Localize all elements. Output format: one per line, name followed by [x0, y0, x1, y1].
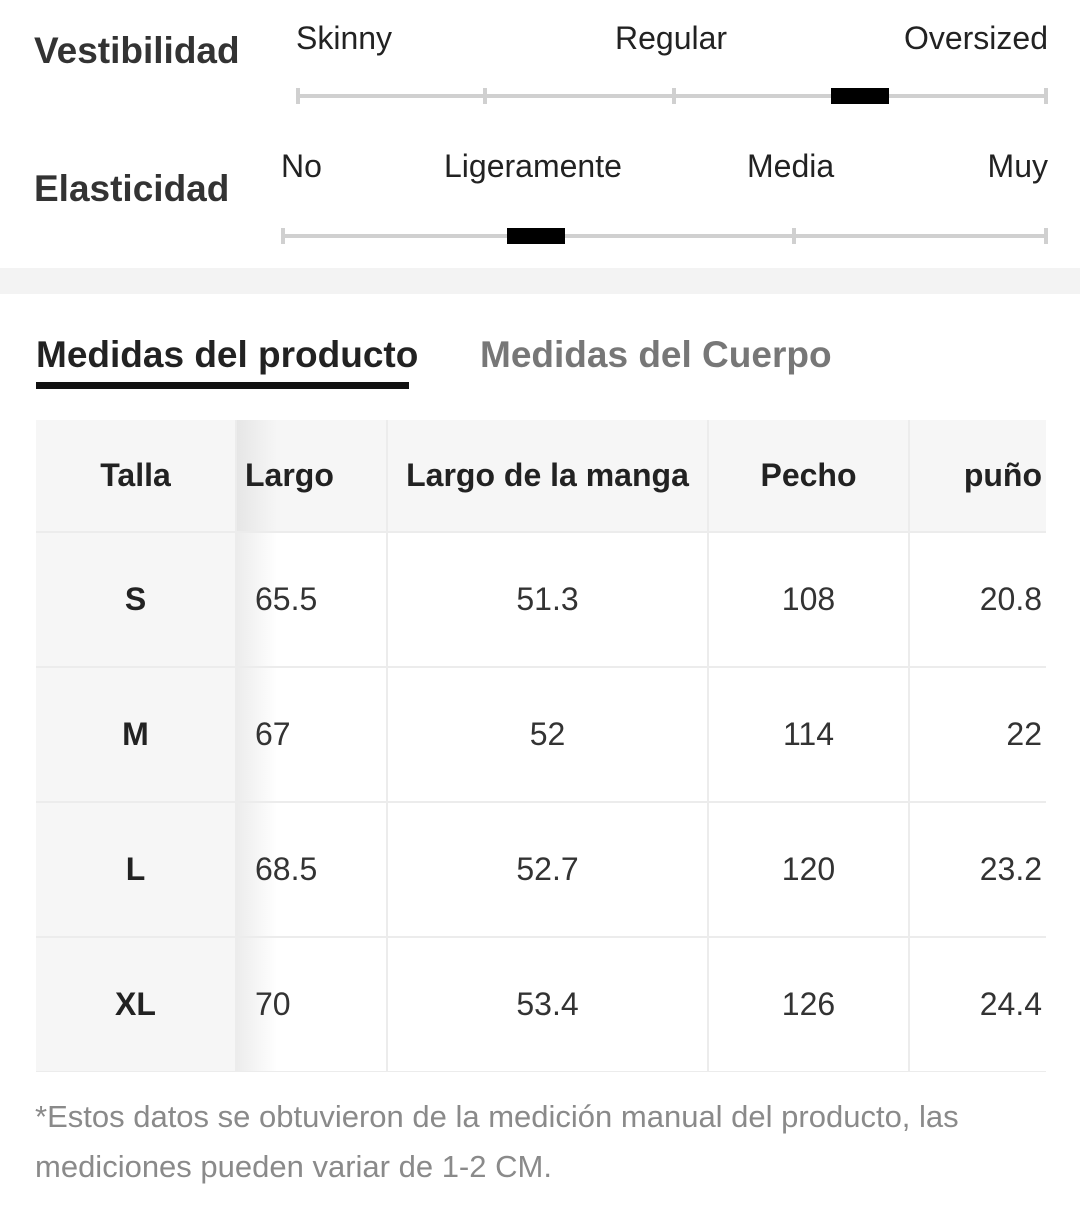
cell-size: L — [36, 802, 237, 938]
elasticity-indicator — [507, 228, 565, 244]
cell-largo: 67 — [236, 667, 388, 803]
header-largo-manga: Largo de la manga — [387, 420, 709, 533]
elasticity-track — [281, 228, 1048, 244]
header-pecho: Pecho — [708, 420, 910, 533]
tab-body-measurements[interactable]: Medidas del Cuerpo — [480, 334, 832, 375]
fit-scale-section: Vestibilidad Skinny Regular Oversized — [0, 0, 1080, 128]
cell-puno: 23.2 — [909, 802, 1046, 938]
cell-largo: 68.5 — [236, 802, 388, 938]
tab-product-measurements[interactable]: Medidas del producto — [36, 334, 419, 375]
fit-label-oversized: Oversized — [903, 20, 1048, 56]
cell-largo-manga: 53.4 — [387, 937, 709, 1072]
fit-title: Vestibilidad — [34, 30, 240, 71]
fit-label-skinny: Skinny — [296, 20, 393, 56]
table-header-row: Talla Largo Largo de la manga Pecho puño — [36, 420, 1046, 533]
fit-tick — [672, 88, 676, 104]
table-row: S 65.5 51.3 108 20.8 — [36, 531, 1046, 668]
cell-largo: 65.5 — [236, 531, 388, 668]
fit-tick — [1044, 88, 1048, 104]
size-table: Talla Largo Largo de la manga Pecho puño… — [36, 420, 1046, 1072]
elasticity-label-media: Media — [747, 148, 835, 184]
cell-size: M — [36, 667, 237, 803]
header-talla: Talla — [36, 420, 237, 533]
cell-puno: 22 — [909, 667, 1046, 803]
elasticity-labels: No Ligeramente Media Muy — [281, 148, 1048, 188]
cell-largo: 70 — [236, 937, 388, 1072]
elasticity-title: Elasticidad — [34, 168, 230, 209]
active-tab-underline — [36, 382, 409, 389]
measurement-disclaimer: *Estos datos se obtuvieron de la medició… — [35, 1099, 959, 1184]
cell-pecho: 126 — [708, 937, 910, 1072]
cell-puno: 20.8 — [909, 531, 1046, 668]
cell-size: XL — [36, 937, 237, 1072]
header-puno: puño — [909, 420, 1046, 533]
measurement-tabs: Medidas del producto Medidas del Cuerpo — [0, 294, 1080, 404]
cell-puno: 24.4 — [909, 937, 1046, 1072]
cell-largo-manga: 52.7 — [387, 802, 709, 938]
elasticity-tick — [1044, 228, 1048, 244]
fit-label-regular: Regular — [615, 20, 728, 56]
fit-labels: Skinny Regular Oversized — [296, 20, 1048, 60]
cell-pecho: 114 — [708, 667, 910, 803]
elasticity-scale-section: Elasticidad No Ligeramente Media Muy — [0, 128, 1080, 268]
elasticity-label-no: No — [281, 148, 322, 184]
cell-largo-manga: 51.3 — [387, 531, 709, 668]
cell-largo-manga: 52 — [387, 667, 709, 803]
table-row: L 68.5 52.7 120 23.2 — [36, 802, 1046, 938]
cell-pecho: 108 — [708, 531, 910, 668]
header-largo: Largo — [236, 420, 388, 533]
elasticity-tick — [281, 228, 285, 244]
size-table-container[interactable]: Talla Largo Largo de la manga Pecho puño… — [36, 420, 1046, 1072]
fit-tick — [296, 88, 300, 104]
fit-tick — [483, 88, 487, 104]
table-row: XL 70 53.4 126 24.4 — [36, 937, 1046, 1072]
cell-pecho: 120 — [708, 802, 910, 938]
cell-size: S — [36, 531, 237, 668]
elasticity-label-ligeramente: Ligeramente — [444, 148, 622, 184]
elasticity-label-muy: Muy — [987, 148, 1048, 184]
elasticity-tick — [792, 228, 796, 244]
fit-track — [296, 88, 1048, 104]
fit-indicator — [831, 88, 889, 104]
table-row: M 67 52 114 22 — [36, 667, 1046, 803]
section-divider — [0, 268, 1080, 294]
